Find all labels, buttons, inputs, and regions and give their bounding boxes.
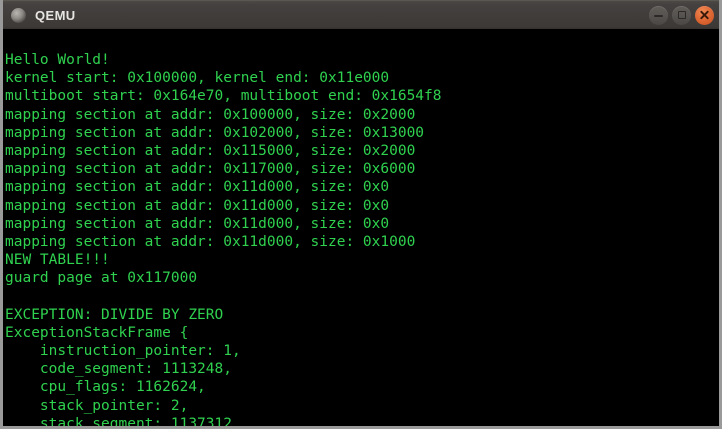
- console-line: guard page at 0x117000: [5, 270, 198, 287]
- console-line: mapping section at addr: 0x100000, size:…: [5, 106, 416, 123]
- console-text-area: Hello World! kernel start: 0x100000, kern…: [5, 51, 719, 426]
- console-line: Hello World!: [5, 52, 110, 68]
- console-line: kernel start: 0x100000, kernel end: 0x11…: [5, 70, 390, 87]
- console-line: NEW TABLE!!!: [5, 252, 110, 269]
- console-line: stack_pointer: 2,: [5, 397, 189, 414]
- window-controls: [649, 5, 714, 25]
- console-line: mapping section at addr: 0x11d000, size:…: [5, 197, 390, 214]
- console-line: mapping section at addr: 0x11d000, size:…: [5, 179, 390, 196]
- qemu-app-icon: [11, 7, 26, 23]
- console-line: mapping section at addr: 0x11d000, size:…: [5, 215, 390, 232]
- console-line: stack_segment: 1137312: [5, 415, 232, 426]
- console-line: cpu_flags: 1162624,: [5, 379, 206, 396]
- maximize-button[interactable]: [672, 5, 691, 25]
- vga-console-output[interactable]: Hello World! kernel start: 0x100000, kern…: [3, 29, 719, 426]
- console-line: instruction_pointer: 1,: [5, 343, 241, 359]
- console-line: mapping section at addr: 0x102000, size:…: [5, 124, 425, 141]
- close-button[interactable]: [695, 5, 714, 25]
- console-line: [5, 287, 719, 305]
- console-line: mapping section at addr: 0x115000, size:…: [5, 142, 416, 159]
- window-titlebar[interactable]: QEMU: [3, 0, 719, 29]
- console-line: mapping section at addr: 0x11d000, size:…: [5, 233, 416, 250]
- console-line: code_segment: 1113248,: [5, 361, 232, 378]
- window-title: QEMU: [35, 7, 76, 23]
- console-line: multiboot start: 0x164e70, multiboot end…: [5, 88, 442, 105]
- minimize-button[interactable]: [649, 5, 668, 25]
- console-line: ExceptionStackFrame {: [5, 324, 189, 341]
- console-line: EXCEPTION: DIVIDE BY ZERO: [5, 306, 224, 323]
- console-line: mapping section at addr: 0x117000, size:…: [5, 161, 416, 178]
